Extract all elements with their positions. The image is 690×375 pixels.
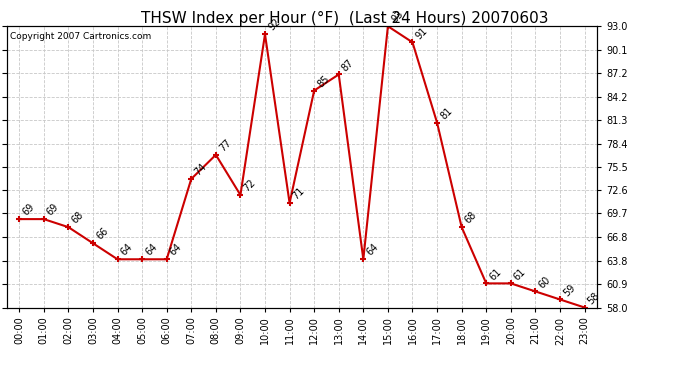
- Text: 64: 64: [144, 242, 159, 258]
- Text: 74: 74: [193, 162, 208, 177]
- Text: 68: 68: [70, 210, 86, 226]
- Text: 85: 85: [315, 74, 331, 89]
- Text: 64: 64: [365, 242, 380, 258]
- Text: 77: 77: [217, 138, 233, 153]
- Text: Copyright 2007 Cartronics.com: Copyright 2007 Cartronics.com: [10, 32, 151, 41]
- Text: THSW Index per Hour (°F)  (Last 24 Hours) 20070603: THSW Index per Hour (°F) (Last 24 Hours)…: [141, 11, 549, 26]
- Text: 66: 66: [95, 226, 110, 242]
- Text: 60: 60: [537, 274, 553, 290]
- Text: 68: 68: [463, 210, 479, 226]
- Text: 58: 58: [586, 290, 602, 306]
- Text: 69: 69: [21, 202, 37, 218]
- Text: 72: 72: [241, 178, 258, 194]
- Text: 87: 87: [340, 57, 356, 73]
- Text: 91: 91: [414, 25, 430, 41]
- Text: 64: 64: [119, 242, 135, 258]
- Text: 92: 92: [266, 17, 282, 33]
- Text: 93: 93: [389, 9, 405, 25]
- Text: 61: 61: [512, 266, 528, 282]
- Text: 71: 71: [291, 186, 307, 202]
- Text: 59: 59: [562, 282, 578, 298]
- Text: 69: 69: [45, 202, 61, 218]
- Text: 61: 61: [488, 266, 504, 282]
- Text: 81: 81: [438, 105, 454, 121]
- Text: 64: 64: [168, 242, 184, 258]
